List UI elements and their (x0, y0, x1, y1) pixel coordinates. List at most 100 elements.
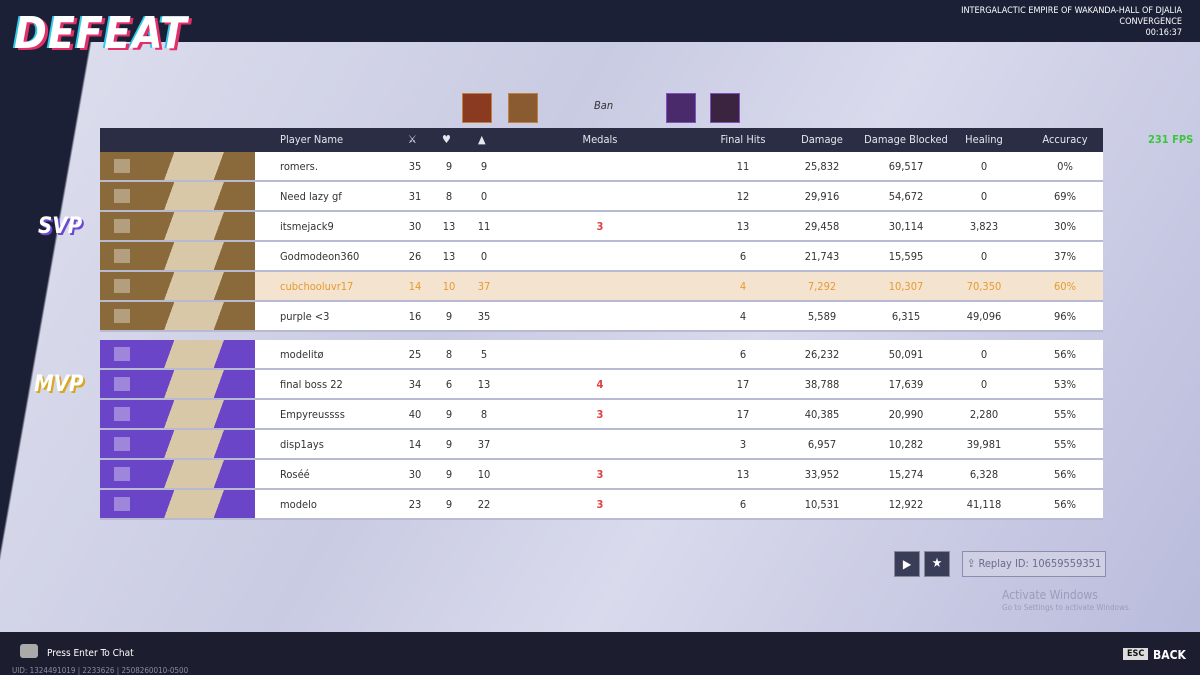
kills: 34 (408, 378, 422, 391)
assists: 0 (480, 190, 488, 203)
accuracy: 96% (1054, 310, 1076, 323)
healing: 0 (980, 250, 988, 263)
hero-portrait (100, 212, 255, 240)
damage: 21,743 (804, 250, 840, 263)
chat-prompt[interactable]: Press Enter To Chat (47, 648, 134, 659)
final-hits: 6 (739, 348, 747, 361)
accuracy: 37% (1054, 250, 1076, 263)
map: INTERGALACTIC EMPIRE OF WAKANDA-HALL OF … (961, 6, 1182, 16)
hero-portrait (100, 370, 255, 398)
col-header: Medals (582, 133, 618, 146)
blocked: 54,672 (888, 190, 924, 203)
col-header: Healing (965, 133, 1003, 146)
replay-id[interactable]: ⇪ Replay ID: 10659559351 (962, 551, 1106, 577)
accuracy: 60% (1054, 280, 1076, 293)
deaths: 10 (442, 280, 456, 293)
healing: 6,328 (969, 468, 999, 481)
player-name: purple <3 (280, 310, 330, 323)
player-row: Need lazy gf 31 8 0 12 29,916 54,672 0 69% (100, 182, 1103, 212)
medal-count: 3 (596, 468, 604, 481)
player-name: modelitø (280, 348, 324, 361)
deaths: 9 (445, 438, 453, 451)
assists: 11 (477, 220, 491, 233)
player-name: Roséé (280, 468, 310, 481)
play-button[interactable]: ▶ (894, 551, 920, 577)
assists: 37 (477, 280, 491, 293)
hero-portrait (100, 430, 255, 458)
kills: 14 (408, 438, 422, 451)
damage: 10,531 (804, 498, 840, 511)
deaths: 9 (445, 468, 453, 481)
back[interactable]: BACK (1153, 648, 1186, 662)
deaths: 9 (445, 310, 453, 323)
role-icon (114, 467, 130, 481)
deaths: 9 (445, 160, 453, 173)
deaths: 8 (445, 190, 453, 203)
role-icon (114, 309, 130, 323)
result: DEFEAT (14, 8, 188, 59)
blocked: 17,639 (888, 378, 924, 391)
damage: 5,589 (807, 310, 837, 323)
player-row: cubchooluvr17 14 10 37 4 7,292 10,307 70,350 60% (100, 272, 1103, 302)
assists-icon: ▲ (478, 133, 486, 146)
blocked: 69,517 (888, 160, 924, 173)
player-row: itsmejack9 30 13 11 13 29,458 30,114 3,823 30% 3 (100, 212, 1103, 242)
accuracy: 56% (1054, 498, 1076, 511)
kills-icon: ⚔ (408, 133, 417, 146)
assists: 8 (480, 408, 488, 421)
hero-portrait (100, 182, 255, 210)
damage: 40,385 (804, 408, 840, 421)
damage: 38,788 (804, 378, 840, 391)
final-hits: 3 (739, 438, 747, 451)
kills: 26 (408, 250, 422, 263)
blocked: 6,315 (891, 310, 921, 323)
final-hits: 11 (736, 160, 750, 173)
blocked: 15,274 (888, 468, 924, 481)
player-row: Empyreussss 40 9 8 17 40,385 20,990 2,280 55% 3 (100, 400, 1103, 430)
medal-count: 3 (596, 220, 604, 233)
player-row: purple <3 16 9 35 4 5,589 6,315 49,096 96% (100, 302, 1103, 332)
accuracy: 53% (1054, 378, 1076, 391)
healing: 49,096 (966, 310, 1002, 323)
deaths: 9 (445, 498, 453, 511)
scoreboard: Player Name ⚔ ♥ ▲ Medals Final Hits Dama… (100, 128, 1103, 522)
ban-icon (710, 93, 740, 123)
player-row: romers. 35 9 9 11 25,832 69,517 0 0% (100, 152, 1103, 182)
activate-title: Activate Windows (1002, 588, 1098, 602)
kills: 16 (408, 310, 422, 323)
ban-icon (462, 93, 492, 123)
hero-portrait (100, 490, 255, 518)
accuracy: 55% (1054, 438, 1076, 451)
healing: 39,981 (966, 438, 1002, 451)
player-name: final boss 22 (280, 378, 343, 391)
healing: 70,350 (966, 280, 1002, 293)
player-name: itsmejack9 (280, 220, 334, 233)
time: 00:16:37 (1145, 28, 1182, 38)
chat-icon (20, 644, 38, 658)
match-info: INTERGALACTIC EMPIRE OF WAKANDA-HALL OF … (961, 6, 1182, 39)
healing: 41,118 (966, 498, 1002, 511)
hero-portrait (100, 152, 255, 180)
bottom-bar: Press Enter To Chat UID: 1324491019 | 22… (0, 632, 1200, 675)
blocked: 12,922 (888, 498, 924, 511)
col-header: Final Hits (720, 133, 766, 146)
role-icon (114, 437, 130, 451)
hero-portrait (100, 302, 255, 330)
player-row: Roséé 30 9 10 13 33,952 15,274 6,328 56% 3 (100, 460, 1103, 490)
esc-key[interactable]: ESC (1123, 648, 1149, 660)
player-row: Godmodeon360 26 13 0 6 21,743 15,595 0 37% (100, 242, 1103, 272)
healing: 3,823 (969, 220, 999, 233)
damage: 7,292 (807, 280, 837, 293)
role-icon (114, 219, 130, 233)
final-hits: 6 (739, 498, 747, 511)
damage: 25,832 (804, 160, 840, 173)
player-name: Godmodeon360 (280, 250, 360, 263)
assists: 22 (477, 498, 491, 511)
accuracy: 69% (1054, 190, 1076, 203)
top-bar (0, 0, 1200, 42)
favorite-button[interactable]: ★ (924, 551, 950, 577)
player-name: Empyreussss (280, 408, 345, 421)
final-hits: 4 (739, 310, 747, 323)
blocked: 15,595 (888, 250, 924, 263)
